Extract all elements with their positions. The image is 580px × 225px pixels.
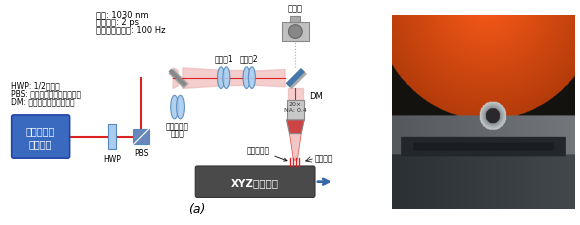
Text: PBS: 偏光ビームスプリッター: PBS: 偏光ビームスプリッター <box>10 89 81 98</box>
Bar <box>282 22 309 42</box>
Text: HWP: 1/2波長板: HWP: 1/2波長板 <box>10 81 60 90</box>
Ellipse shape <box>218 68 224 89</box>
Text: レンズ2: レンズ2 <box>240 54 259 63</box>
Text: アキシコン: アキシコン <box>166 122 189 131</box>
Text: 繰り返し周波数: 100 Hz: 繰り返し周波数: 100 Hz <box>96 25 166 34</box>
Ellipse shape <box>243 68 250 89</box>
Text: 波長: 1030 nm: 波長: 1030 nm <box>96 10 148 19</box>
Ellipse shape <box>171 96 179 119</box>
Polygon shape <box>287 120 304 134</box>
FancyBboxPatch shape <box>195 166 315 198</box>
Bar <box>287 101 304 120</box>
FancyBboxPatch shape <box>12 115 70 158</box>
Polygon shape <box>289 134 301 160</box>
Ellipse shape <box>176 96 184 119</box>
Text: DM: ダイクロイックミラー: DM: ダイクロイックミラー <box>10 97 74 106</box>
Bar <box>108 124 116 150</box>
Text: パルス幅: 2 ps: パルス幅: 2 ps <box>96 18 139 27</box>
Text: 改質領域: 改質領域 <box>315 154 333 163</box>
Bar <box>291 17 300 22</box>
Text: 超短パルス
レーザー: 超短パルス レーザー <box>26 126 55 148</box>
Text: カメラ: カメラ <box>288 4 303 13</box>
Text: PBS: PBS <box>134 149 148 158</box>
Text: 20×
NA: 0.4: 20× NA: 0.4 <box>284 101 307 112</box>
Text: DM: DM <box>309 92 323 101</box>
Text: HWP: HWP <box>103 155 121 164</box>
Text: レンズ: レンズ <box>171 129 184 138</box>
Text: ガラス基板: ガラス基板 <box>246 146 287 161</box>
Ellipse shape <box>223 68 230 89</box>
Bar <box>133 129 149 145</box>
Circle shape <box>288 25 302 39</box>
Text: (a): (a) <box>188 202 206 215</box>
Text: レンズ1: レンズ1 <box>215 54 233 63</box>
Ellipse shape <box>248 68 255 89</box>
Text: XYZステージ: XYZステージ <box>231 177 279 187</box>
